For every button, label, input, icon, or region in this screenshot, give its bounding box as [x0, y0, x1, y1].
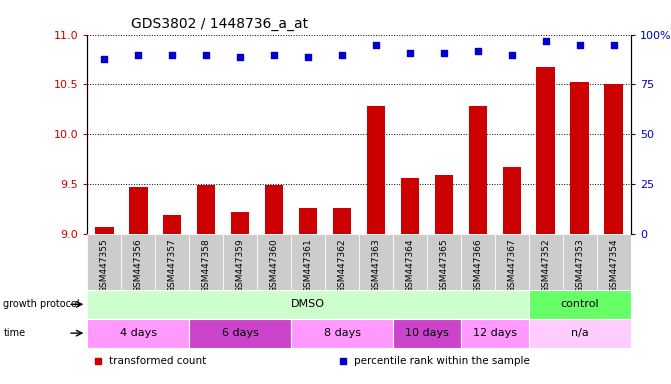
Bar [393, 319, 461, 348]
Point [201, 51, 211, 58]
Bar [537, 66, 555, 234]
Bar [359, 234, 393, 290]
Point [507, 51, 517, 58]
Text: 10 days: 10 days [405, 328, 449, 338]
Bar [325, 234, 359, 290]
Bar [257, 234, 291, 290]
Bar [223, 234, 257, 290]
Bar [503, 167, 521, 234]
Bar [129, 187, 148, 234]
Point [405, 50, 415, 56]
Bar [393, 234, 427, 290]
Bar [435, 175, 453, 234]
Text: GSM447357: GSM447357 [168, 239, 176, 293]
Text: GSM447365: GSM447365 [440, 239, 448, 293]
Point [439, 50, 450, 56]
Point [99, 55, 109, 61]
Text: GSM447366: GSM447366 [473, 239, 482, 293]
Point [235, 53, 246, 60]
Point [303, 53, 313, 60]
Text: GSM447364: GSM447364 [405, 239, 415, 293]
Text: control: control [560, 299, 599, 310]
Bar [563, 234, 597, 290]
Text: percentile rank within the sample: percentile rank within the sample [354, 356, 529, 366]
Text: n/a: n/a [571, 328, 588, 338]
Text: transformed count: transformed count [109, 356, 206, 366]
Text: GSM447367: GSM447367 [507, 239, 517, 293]
Bar [461, 319, 529, 348]
Point [268, 51, 279, 58]
Bar [529, 290, 631, 319]
Bar [155, 234, 189, 290]
Text: time: time [3, 328, 25, 338]
Point [472, 48, 483, 54]
Text: 6 days: 6 days [221, 328, 258, 338]
Point [370, 41, 381, 48]
Text: DMSO: DMSO [291, 299, 325, 310]
Bar [468, 106, 487, 234]
Text: GSM447356: GSM447356 [134, 239, 143, 293]
Point [574, 41, 585, 48]
Bar [529, 319, 631, 348]
Bar [87, 290, 529, 319]
Bar [87, 234, 121, 290]
Bar [87, 319, 189, 348]
Bar [401, 178, 419, 234]
Point [609, 41, 619, 48]
Text: growth protocol: growth protocol [3, 299, 80, 310]
Bar [291, 234, 325, 290]
Bar [189, 234, 223, 290]
Text: GSM447361: GSM447361 [303, 239, 313, 293]
Text: 8 days: 8 days [323, 328, 360, 338]
Text: GSM447352: GSM447352 [541, 239, 550, 293]
Text: 12 days: 12 days [473, 328, 517, 338]
Text: GSM447355: GSM447355 [100, 239, 109, 293]
Text: GSM447353: GSM447353 [575, 239, 584, 293]
Point [540, 38, 551, 44]
Text: GSM447360: GSM447360 [270, 239, 278, 293]
Bar [366, 106, 385, 234]
Bar [333, 208, 352, 234]
Bar [427, 234, 461, 290]
Bar [299, 208, 317, 234]
Bar [163, 215, 181, 234]
Bar [529, 234, 563, 290]
Point [337, 51, 348, 58]
Bar [495, 234, 529, 290]
Bar [291, 319, 393, 348]
Bar [189, 319, 291, 348]
Text: GDS3802 / 1448736_a_at: GDS3802 / 1448736_a_at [131, 17, 308, 31]
Bar [231, 212, 250, 234]
Bar [570, 83, 589, 234]
Bar [461, 234, 495, 290]
Bar [265, 185, 283, 234]
Bar [605, 84, 623, 234]
Text: 4 days: 4 days [119, 328, 157, 338]
Text: GSM447358: GSM447358 [201, 239, 211, 293]
Point [133, 51, 144, 58]
Point [167, 51, 178, 58]
Bar [95, 227, 113, 234]
Text: GSM447362: GSM447362 [338, 239, 346, 293]
Text: GSM447363: GSM447363 [372, 239, 380, 293]
Text: GSM447359: GSM447359 [236, 239, 245, 293]
Text: GSM447354: GSM447354 [609, 239, 618, 293]
Bar [197, 185, 215, 234]
Bar [121, 234, 155, 290]
Bar [597, 234, 631, 290]
